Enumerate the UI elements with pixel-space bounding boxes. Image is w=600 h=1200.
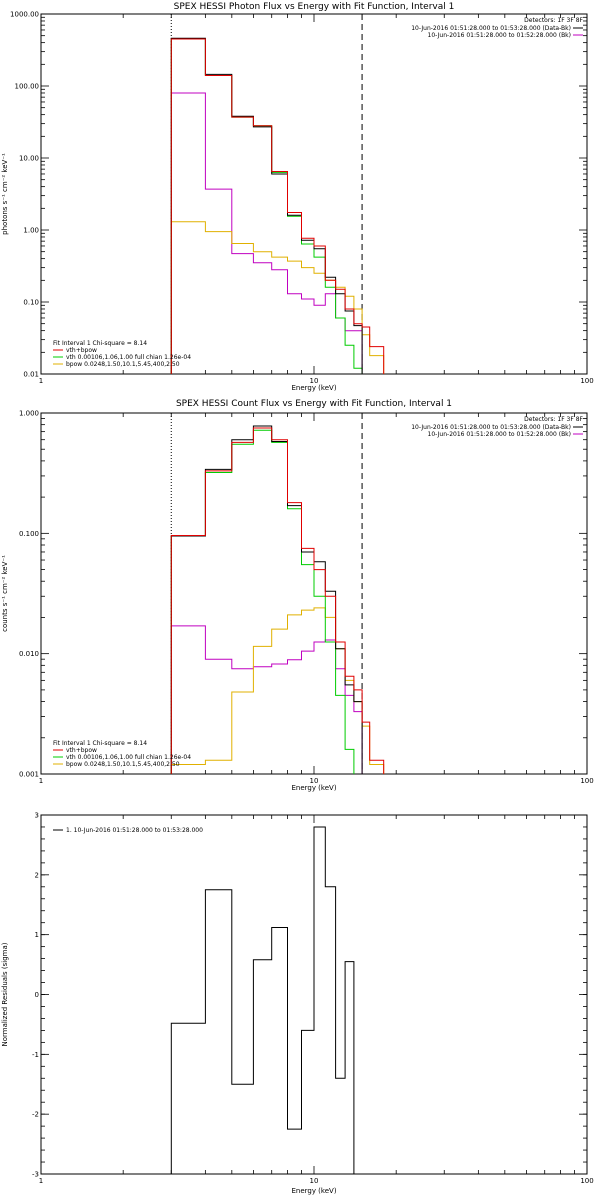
- p1-x-tick-label: 1: [39, 777, 43, 785]
- p1-x-tick-label: 100: [580, 777, 593, 785]
- p1-series-vth-line: [170, 429, 355, 774]
- p1-detectors-label: Detectors: 1F 3F 8F: [524, 416, 583, 423]
- p0-x-tick-label: 100: [580, 377, 593, 385]
- p0-time-range-label: 10-Jun-2016 01:51:28.000 to 01:53:28.000…: [411, 25, 571, 32]
- p2-x-tick-label: 10: [310, 1177, 319, 1185]
- p1-y-axis-label: counts s⁻¹ cm⁻² keV⁻¹: [1, 555, 9, 632]
- p0-chart-title: SPEX HESSI Photon Flux vs Energy with Fi…: [174, 2, 455, 12]
- residuals-panel: Energy (keV) Normalized Residuals (sigma)…: [1, 812, 594, 1196]
- p2-x-tick-label: 1: [39, 1177, 43, 1185]
- p2-y-tick-label: 1: [35, 931, 39, 939]
- p1-chart-title: SPEX HESSI Count Flux vs Energy with Fit…: [176, 399, 452, 409]
- p0-series-vth-line: [170, 38, 363, 374]
- count-flux-panel: SPEX HESSI Count Flux vs Energy with Fit…: [1, 399, 594, 792]
- p0-y-tick-label: 10.00: [19, 155, 39, 163]
- p0-series-background-line: [170, 92, 363, 374]
- p1-legend-entry: vth 0.00106,1.06,1.00 full chian 1.26e-0…: [66, 754, 191, 761]
- p2-x-tick-label: 100: [580, 1177, 593, 1185]
- p0-y-tick-label: 100.00: [15, 83, 40, 91]
- p0-time-range-label: 10-Jun-2016 01:51:28.000 to 01:52:28.000…: [428, 32, 571, 39]
- p0-y-tick-label: 0.01: [23, 371, 39, 379]
- p1-series-group: [170, 425, 385, 774]
- p1-series-background-line: [170, 625, 363, 774]
- p1-legend-header: Fit Interval 1 Chi-square = 8.14: [53, 740, 147, 747]
- photon-flux-panel: SPEX HESSI Photon Flux vs Energy with Fi…: [1, 2, 594, 392]
- p1-x-axis-label: Energy (keV): [291, 784, 336, 792]
- p2-y-tick-label: 0: [35, 991, 39, 999]
- p2-y-tick-label: 2: [35, 871, 39, 879]
- p1-series-bpow-line: [170, 607, 385, 774]
- p2-y-tick-label: -1: [32, 1051, 39, 1059]
- p0-series-data-line: [170, 37, 363, 374]
- p0-y-tick-label: 0.10: [23, 299, 39, 307]
- p1-y-tick-label: 1.000: [19, 410, 39, 418]
- p0-legend-header: Fit Interval 1 Chi-square = 8.14: [53, 340, 147, 347]
- p2-y-axis-label: Normalized Residuals (sigma): [1, 942, 9, 1046]
- p1-legend-entry: vth+bpow: [66, 747, 97, 754]
- p2-legend-entry: 1. 10-Jun-2016 01:51:28.000 to 01:53:28.…: [66, 827, 203, 834]
- p0-y-axis-label: photons s⁻¹ cm⁻² keV⁻¹: [1, 153, 9, 235]
- p1-y-tick-label: 0.010: [19, 650, 39, 658]
- p0-detectors-label: Detectors: 1F 3F 8F: [524, 17, 583, 24]
- p1-y-tick-label: 0.001: [19, 771, 39, 779]
- p0-x-tick-label: 1: [39, 377, 43, 385]
- p1-time-range-label: 10-Jun-2016 01:51:28.000 to 01:52:28.000…: [428, 431, 571, 438]
- p1-series-vth-bpow-line: [170, 427, 385, 774]
- p2-y-tick-label: -3: [32, 1171, 39, 1179]
- p0-y-tick-label: 1.00: [23, 227, 39, 235]
- p2-series-data-line: [170, 826, 355, 1174]
- p1-legend-entry: bpow 0.0248,1.50,10.1,5.45,400,2.50: [66, 761, 180, 768]
- p2-y-tick-label: 3: [35, 812, 39, 820]
- p0-legend-entry: vth 0.00106,1.06,1.00 full chian 1.26e-0…: [66, 354, 191, 361]
- p0-series-bpow-line: [170, 221, 385, 374]
- p0-plot-frame: [40, 13, 588, 375]
- p1-time-range-label: 10-Jun-2016 01:51:28.000 to 01:53:28.000…: [411, 424, 571, 431]
- p0-x-axis-label: Energy (keV): [291, 384, 336, 392]
- p0-legend-entry: bpow 0.0248,1.50,10.1,5.45,400,2.50: [66, 361, 180, 368]
- p0-series-vth-bpow-line: [170, 38, 385, 374]
- p2-series-group: [170, 826, 355, 1174]
- p1-series-data-line: [170, 425, 363, 774]
- p0-y-tick-label: 1000.00: [10, 11, 39, 19]
- p1-y-tick-label: 0.100: [19, 530, 39, 538]
- p2-x-axis-label: Energy (keV): [291, 1187, 336, 1195]
- p0-x-tick-label: 10: [310, 377, 319, 385]
- p1-x-tick-label: 10: [310, 777, 319, 785]
- p2-y-tick-label: -2: [32, 1111, 39, 1119]
- p0-series-group: [170, 37, 385, 374]
- p0-legend-entry: vth+bpow: [66, 347, 97, 354]
